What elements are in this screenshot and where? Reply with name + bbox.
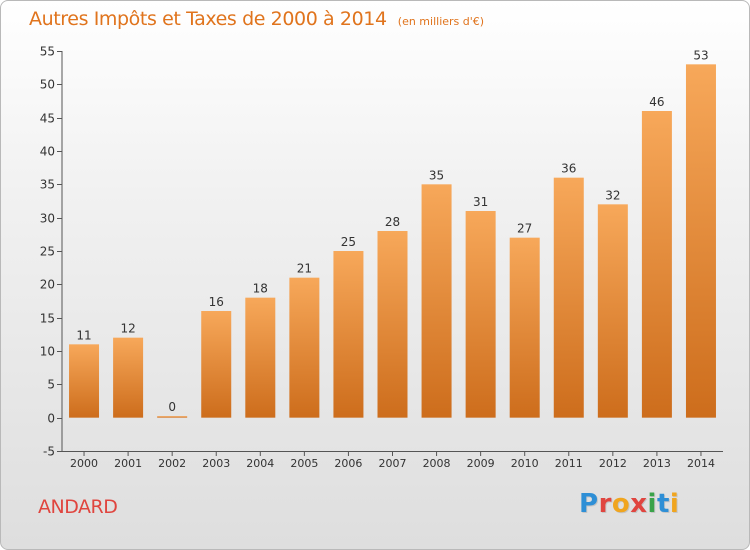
y-tick-label-20: 20 — [40, 278, 55, 292]
y-tick-label-55: 55 — [40, 45, 55, 59]
bar-2002 — [157, 416, 188, 418]
bar-value-label-2008: 35 — [429, 168, 444, 182]
bar-value-label-2007: 28 — [385, 215, 400, 229]
bar-2012 — [597, 204, 628, 418]
x-tick-label-2012: 2012 — [599, 457, 627, 470]
x-tick-label-2010: 2010 — [511, 457, 539, 470]
bar-2008 — [421, 184, 452, 418]
bar-2005 — [289, 277, 320, 418]
x-tick-label-2004: 2004 — [246, 457, 274, 470]
y-tick-label-25: 25 — [40, 245, 55, 259]
bar-2014 — [685, 64, 716, 418]
chart-subtitle: (en milliers d'€) — [397, 15, 485, 28]
y-tick-label-30: 30 — [40, 212, 55, 226]
x-tick-label-2005: 2005 — [290, 457, 318, 470]
y-tick-label-0: 0 — [47, 412, 55, 426]
bar-value-label-2014: 53 — [693, 48, 708, 62]
labels-layer: 11 12 0 16 18 21 25 28 35 31 27 36 32 46 53 -5 0 5 10 15 20 2… — [40, 45, 715, 471]
logo-letter: o — [611, 489, 631, 519]
x-tick-label-2007: 2007 — [379, 457, 407, 470]
bar-2006 — [333, 251, 364, 418]
x-tick-label-2000: 2000 — [70, 457, 98, 470]
bar-2009 — [465, 211, 496, 418]
x-tick-label-2001: 2001 — [114, 457, 142, 470]
logo-letter: i — [669, 489, 680, 519]
y-tick-label-40: 40 — [40, 145, 55, 159]
logo-letter: x — [630, 489, 648, 519]
y-tick-label-10: 10 — [40, 345, 55, 359]
bar-value-label-2012: 32 — [605, 188, 620, 202]
bar-value-label-2001: 12 — [120, 322, 135, 336]
y-tick-label-35: 35 — [40, 178, 55, 192]
x-tick-label-2009: 2009 — [467, 457, 495, 470]
x-tick-label-2013: 2013 — [643, 457, 671, 470]
axes-layer — [57, 51, 723, 456]
x-tick-label-2014: 2014 — [687, 457, 715, 470]
x-tick-label-2008: 2008 — [423, 457, 451, 470]
bar-value-label-2004: 18 — [253, 282, 268, 296]
y-tick-label-15: 15 — [40, 312, 55, 326]
bar-value-label-2011: 36 — [561, 162, 576, 176]
bar-value-label-2005: 21 — [297, 262, 312, 276]
bar-value-label-2010: 27 — [517, 222, 532, 236]
chart-title: Autres Impôts et Taxes de 2000 à 2014 — [29, 8, 387, 30]
x-tick-label-2002: 2002 — [158, 457, 186, 470]
bars-layer — [69, 64, 716, 418]
logo-letter: t — [656, 489, 670, 519]
logo-letter: i — [647, 489, 657, 519]
bar-value-label-2013: 46 — [649, 95, 664, 109]
logo-letter: P — [579, 489, 599, 519]
x-tick-label-2011: 2011 — [555, 457, 583, 470]
bar-value-label-2009: 31 — [473, 195, 488, 209]
bar-2007 — [377, 231, 408, 418]
bar-value-label-2002: 0 — [168, 400, 176, 414]
commune-name: ANDARD — [38, 496, 118, 518]
title-row: Autres Impôts et Taxes de 2000 à 2014 (e… — [29, 8, 484, 30]
bar-2001 — [113, 337, 144, 418]
bar-value-label-2006: 25 — [341, 235, 356, 249]
y-tick-label-5: 5 — [47, 378, 55, 392]
bar-value-label-2000: 11 — [76, 328, 91, 342]
bar-2013 — [641, 111, 672, 418]
bar-2004 — [245, 297, 276, 418]
bar-2011 — [553, 177, 584, 418]
x-tick-label-2006: 2006 — [334, 457, 362, 470]
x-tick-label-2003: 2003 — [202, 457, 230, 470]
bar-value-label-2003: 16 — [209, 295, 224, 309]
y-tick-label--5: -5 — [43, 445, 55, 459]
logo-letter: r — [598, 489, 612, 519]
bar-2010 — [509, 237, 540, 418]
y-tick-label-50: 50 — [40, 78, 55, 92]
bar-2003 — [201, 311, 232, 418]
proxiti-logo: Proxiti — [579, 489, 679, 519]
y-tick-label-45: 45 — [40, 112, 55, 126]
bar-2000 — [69, 344, 100, 418]
